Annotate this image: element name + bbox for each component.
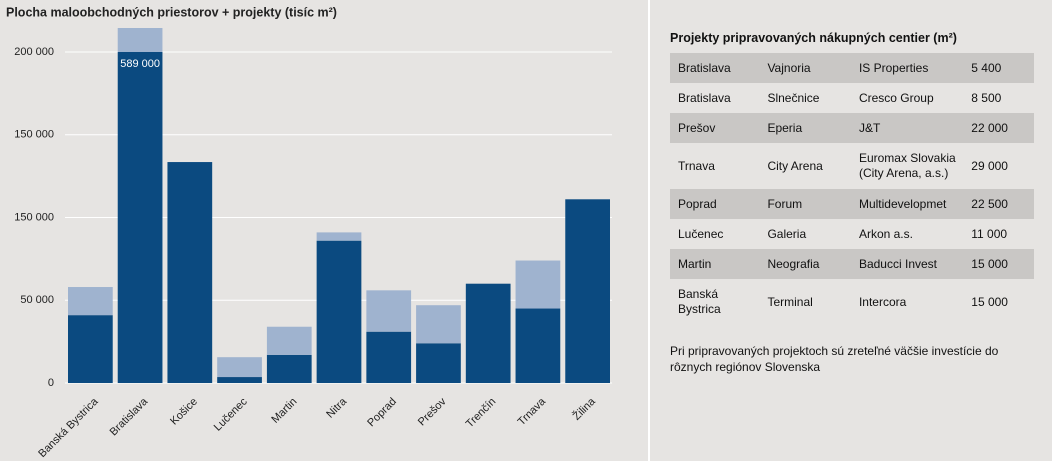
bar-segment — [515, 308, 561, 383]
table-cell: Slnečnice — [767, 90, 820, 105]
table-cell: Cresco Group — [858, 90, 934, 105]
table-cell: City Arena — [767, 158, 823, 173]
x-tick-label: Bratislava — [108, 395, 151, 438]
y-tick-label: 0 — [48, 377, 54, 389]
table-row: Martin Neografia Baducci Invest 15 000 — [670, 249, 1034, 279]
y-tick-label: 150 000 — [14, 211, 54, 223]
bar-segment — [366, 331, 412, 383]
table-cell: Forum — [767, 196, 803, 211]
x-tick-label: Lučenec — [212, 395, 250, 433]
bar-segment — [266, 354, 312, 383]
table-row: Bratislava Vajnoria IS Properties 5 400 — [670, 53, 1034, 83]
table-cell: Terminal — [767, 294, 813, 309]
bar-segment — [366, 290, 412, 332]
table-row: Lučenec Galeria Arkon a.s. 11 000 — [670, 219, 1034, 249]
table-cell: Eperia — [767, 120, 803, 135]
x-tick-label: Prešov — [416, 395, 449, 428]
chart: Plocha maloobchodných priestorov + proje… — [6, 5, 612, 460]
x-tick-label: Banská Bystrica — [36, 395, 101, 460]
bar-segment — [68, 315, 113, 383]
bar-segment — [515, 260, 561, 309]
x-tick-label: Nitra — [324, 395, 350, 421]
y-tick-label: 200 000 — [14, 46, 54, 58]
table-cell: Vajnoria — [767, 60, 811, 75]
bar-segment — [316, 240, 362, 383]
table-cell: J&T — [858, 120, 881, 135]
bar-segment — [416, 343, 461, 383]
table-cell: 15 000 — [971, 294, 1008, 309]
table-cell: Lučenec — [678, 226, 724, 241]
table-row: Prešov Eperia J&T 22 000 — [670, 113, 1034, 143]
value-label: 589 000 — [120, 58, 160, 70]
table-cell: Galeria — [767, 226, 807, 241]
bar-segment — [416, 305, 461, 344]
table-cell: 8 500 — [971, 90, 1002, 105]
table-row: Bratislava Slnečnice Cresco Group 8 500 — [670, 83, 1034, 113]
x-tick-label: Žilina — [570, 394, 598, 422]
bar-segment — [316, 232, 362, 241]
bar-segment — [68, 287, 113, 316]
table-row: Poprad Forum Multidevelopmet 22 500 — [670, 189, 1034, 219]
y-tick-label: 150 000 — [14, 129, 54, 141]
table-cell: Bratislava — [678, 60, 731, 75]
x-tick-label: Trnava — [516, 395, 549, 428]
bar-segment — [266, 326, 312, 355]
bar-segment — [565, 199, 610, 383]
table-cell: Poprad — [678, 196, 717, 211]
table-row: Banská Bystrica Terminal Intercora 15 000 — [670, 279, 1034, 325]
bar-segment — [465, 283, 511, 383]
table-cell: Intercora — [858, 294, 907, 309]
x-tick-label: Trenčín — [464, 396, 499, 431]
bar-segment — [117, 52, 163, 383]
table-panel: Projekty pripravovaných nákupných centie… — [648, 0, 1052, 461]
table-title: Projekty pripravovaných nákupných centie… — [670, 31, 957, 45]
table-cell: Banská Bystrica — [678, 287, 721, 316]
x-tick-label: Košice — [168, 396, 200, 428]
table-cell: Bratislava — [678, 90, 731, 105]
table-cell: 29 000 — [971, 158, 1008, 173]
table-cell: 5 400 — [971, 60, 1002, 75]
table-cell: 11 000 — [971, 226, 1008, 241]
table: Bratislava Vajnoria IS Properties 5 400 Brat… — [670, 53, 1034, 325]
table-cell: Prešov — [678, 120, 716, 135]
table-cell: Arkon a.s. — [858, 226, 913, 241]
chart-title: Plocha maloobchodných priestorov + proje… — [6, 5, 337, 19]
note: Pri pripravovaných projektoch sú zreteľn… — [670, 344, 999, 374]
table-cell: 15 000 — [971, 256, 1008, 271]
table-cell: Neografia — [767, 256, 820, 271]
y-tick-label: 50 000 — [20, 294, 54, 306]
bar-segment — [217, 357, 262, 378]
table-cell: Trnava — [678, 158, 715, 173]
table-cell: 22 000 — [971, 120, 1008, 135]
bar-segment — [167, 162, 213, 383]
bar-segment — [117, 28, 163, 52]
table-cell: Euromax Slovakia (City Arena, a.s.) — [858, 151, 956, 180]
table-cell: Multidevelopmet — [858, 196, 947, 211]
table-cell: IS Properties — [858, 60, 929, 75]
table-row: Trnava City Arena Euromax Slovakia (City A… — [670, 143, 1034, 189]
table-cell: Baducci Invest — [858, 256, 937, 271]
x-tick-label: Martin — [269, 396, 299, 426]
table-cell: 22 500 — [971, 196, 1008, 211]
bar-segment — [217, 377, 262, 383]
x-tick-label: Poprad — [365, 396, 399, 430]
table-cell: Martin — [678, 256, 712, 271]
